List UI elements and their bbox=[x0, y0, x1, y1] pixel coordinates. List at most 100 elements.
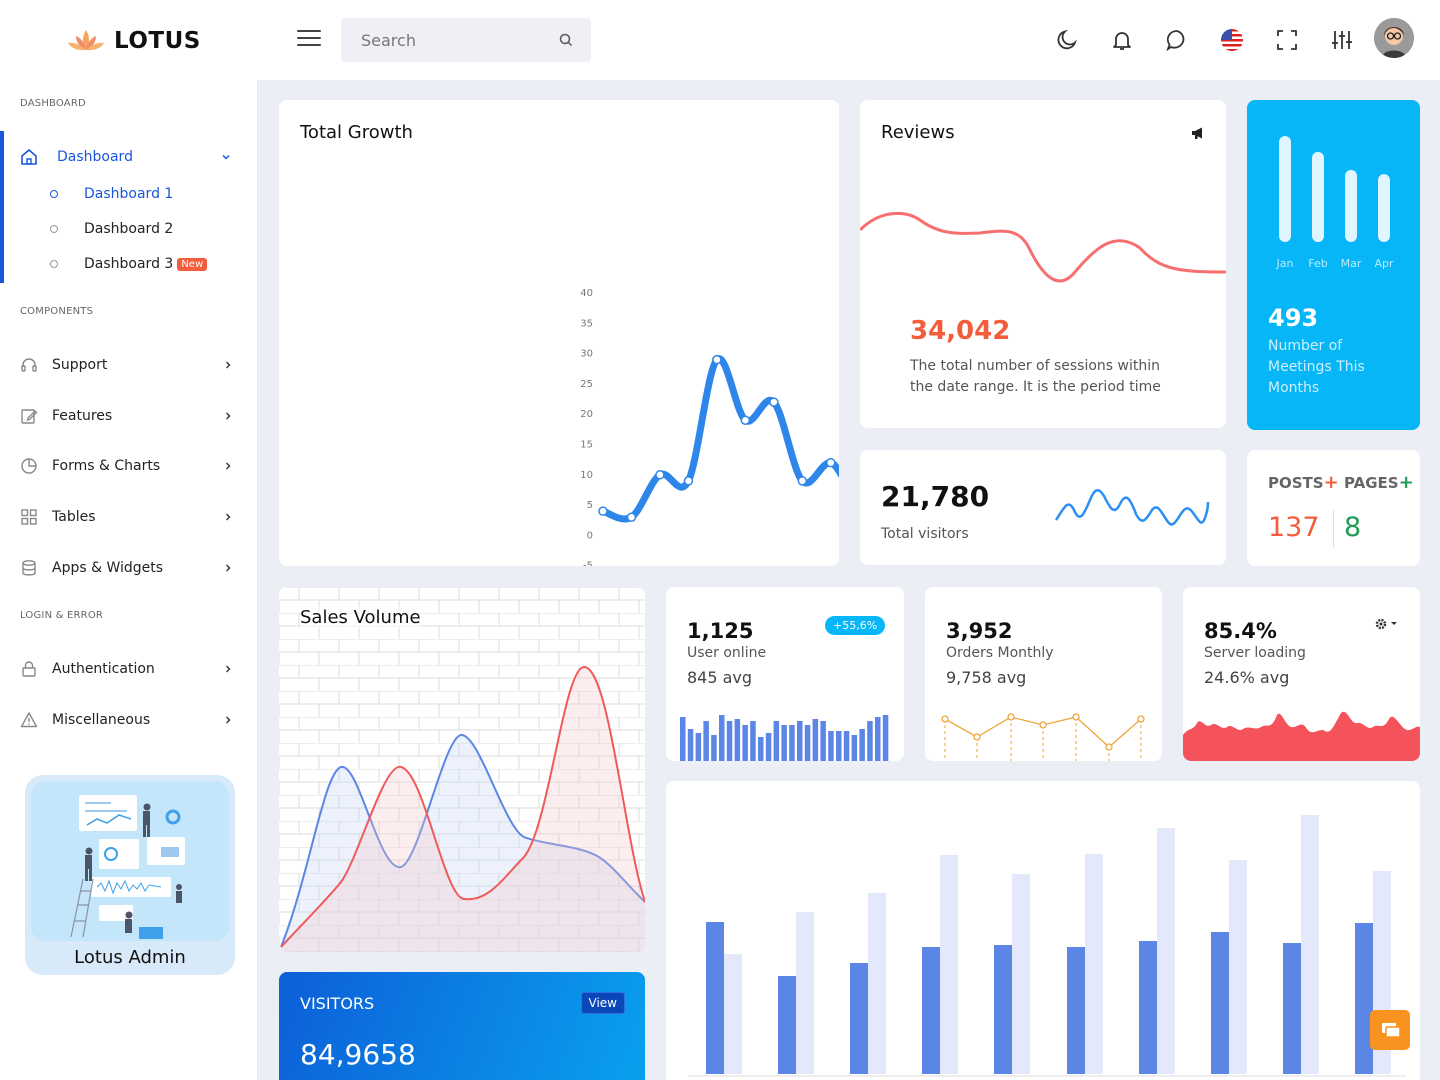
user-online-bar bbox=[820, 721, 826, 761]
growth-data-point bbox=[826, 457, 836, 468]
posts-pages-card: POSTS+ PAGES+ 137 8 bbox=[1247, 450, 1420, 566]
y-tick-label: 20 bbox=[580, 409, 593, 420]
reviews-trend-line bbox=[860, 211, 1226, 283]
user-online-bars bbox=[680, 715, 889, 761]
user-online-bar bbox=[882, 715, 889, 761]
user-online-bar bbox=[812, 719, 819, 761]
active-indicator bbox=[0, 131, 4, 283]
y-tick-label: 10 bbox=[580, 470, 593, 481]
meeting-bar-label: Apr bbox=[1374, 257, 1394, 270]
sidebar-item-tables[interactable]: Tables bbox=[0, 502, 258, 532]
sidebar-subitem-dashboard-3[interactable]: Dashboard 3 New bbox=[50, 253, 208, 275]
user-online-bar bbox=[804, 725, 811, 761]
logo-text: LOTUS bbox=[114, 28, 201, 54]
user-online-bar bbox=[703, 721, 709, 761]
total-visitors-label: Total visitors bbox=[881, 526, 969, 542]
meeting-bar bbox=[1378, 174, 1390, 242]
sidebar-item-forms-charts[interactable]: Forms & Charts bbox=[0, 451, 258, 481]
server-value: 85.4% bbox=[1204, 619, 1277, 643]
total-visitors-card: 21,780 Total visitors bbox=[860, 450, 1226, 565]
bullet-icon bbox=[50, 225, 58, 233]
user-online-bar bbox=[781, 725, 787, 761]
sidebar-item-label: Tables bbox=[52, 509, 96, 525]
chevron-right-icon bbox=[226, 513, 231, 521]
us-flag-icon[interactable] bbox=[1220, 28, 1244, 52]
moon-icon[interactable] bbox=[1055, 28, 1079, 52]
user-online-bar bbox=[836, 731, 842, 761]
bar-chart-card bbox=[666, 781, 1420, 1080]
search-input[interactable] bbox=[341, 18, 591, 62]
user-online-bar bbox=[680, 717, 686, 761]
bar-series-1 bbox=[1211, 932, 1229, 1074]
logo[interactable]: LOTUS bbox=[66, 28, 201, 54]
sidebar-item-label: Support bbox=[52, 357, 108, 373]
bullet-icon bbox=[50, 260, 58, 268]
user-online-bar bbox=[851, 735, 858, 761]
lock-icon bbox=[22, 661, 36, 677]
pages-value: 8 bbox=[1344, 512, 1362, 543]
bar-series-2 bbox=[868, 893, 886, 1074]
sidebar-item-support[interactable]: Support bbox=[0, 350, 258, 380]
orders-value: 3,952 bbox=[946, 619, 1013, 643]
user-online-bar bbox=[758, 737, 764, 761]
user-online-bar bbox=[867, 721, 873, 761]
meetings-card: Jan Feb Mar Apr 493 Number of Meetings This… bbox=[1247, 100, 1420, 430]
grid-icon bbox=[21, 509, 37, 525]
megaphone-icon[interactable] bbox=[1191, 126, 1205, 140]
user-online-bar bbox=[875, 717, 881, 761]
settings-sliders-icon[interactable] bbox=[1330, 28, 1354, 52]
section-label-dashboard: DASHBOARD bbox=[20, 98, 86, 109]
visitors-card: VISITORS View 84,9658 bbox=[279, 972, 645, 1080]
sidebar-item-apps-widgets[interactable]: Apps & Widgets bbox=[0, 553, 258, 583]
y-tick-label: 40 bbox=[580, 288, 593, 299]
divider bbox=[1333, 510, 1334, 548]
sidebar-item-label: Miscellaneous bbox=[52, 712, 151, 728]
server-area-chart bbox=[1183, 711, 1420, 761]
promo-illustration bbox=[31, 781, 229, 941]
meeting-bar-label: Mar bbox=[1341, 257, 1362, 270]
subitem-label: Dashboard 3 bbox=[84, 256, 174, 272]
bar-series-1 bbox=[1139, 941, 1157, 1074]
section-label-login-error: LOGIN & ERROR bbox=[20, 610, 104, 621]
sidebar-item-features[interactable]: Features bbox=[0, 401, 258, 431]
growth-data-point bbox=[797, 476, 808, 486]
chat-icon[interactable] bbox=[1165, 28, 1189, 52]
server-card: 85.4% Server loading 24.6% avg bbox=[1183, 587, 1420, 761]
user-online-bar bbox=[726, 721, 733, 761]
user-online-bar bbox=[789, 725, 795, 761]
y-tick-label: 30 bbox=[580, 349, 593, 360]
sales-volume-chart bbox=[279, 587, 645, 952]
sidebar-item-label: Apps & Widgets bbox=[52, 560, 164, 576]
growth-data-point bbox=[655, 470, 665, 480]
fullscreen-icon[interactable] bbox=[1275, 28, 1299, 52]
bar-series-2 bbox=[1012, 874, 1030, 1074]
chat-fab-button[interactable] bbox=[1370, 1010, 1410, 1050]
hamburger-menu-icon[interactable] bbox=[297, 30, 321, 50]
gear-dropdown-icon[interactable] bbox=[1374, 617, 1400, 631]
view-button[interactable]: View bbox=[580, 992, 625, 1014]
sidebar-item-authentication[interactable]: Authentication bbox=[0, 654, 258, 684]
promo-card[interactable]: Lotus Admin bbox=[25, 775, 235, 975]
chevron-right-icon bbox=[226, 665, 231, 673]
user-online-avg: 845 avg bbox=[687, 668, 753, 687]
sidebar-item-dashboard[interactable]: Dashboard bbox=[0, 142, 258, 172]
bell-icon[interactable] bbox=[1110, 28, 1134, 52]
user-online-value: 1,125 bbox=[687, 619, 754, 643]
bar-series-1 bbox=[994, 945, 1012, 1074]
sidebar-subitem-dashboard-2[interactable]: Dashboard 2 bbox=[50, 218, 173, 240]
sidebar-subitem-dashboard-1[interactable]: Dashboard 1 bbox=[50, 183, 173, 205]
visitors-title: VISITORS bbox=[300, 994, 375, 1013]
bar-series-2 bbox=[1085, 854, 1103, 1074]
sidebar-item-miscellaneous[interactable]: Miscellaneous bbox=[0, 705, 258, 735]
growth-data-point bbox=[769, 397, 779, 407]
user-avatar[interactable] bbox=[1374, 18, 1414, 58]
bar-series-2 bbox=[940, 855, 958, 1074]
user-online-bar bbox=[828, 731, 834, 761]
user-online-bar bbox=[797, 721, 803, 761]
search-icon[interactable] bbox=[559, 33, 573, 47]
visitors-value: 84,9658 bbox=[300, 1038, 416, 1071]
subitem-label: Dashboard 1 bbox=[84, 186, 174, 202]
chevron-right-icon bbox=[226, 462, 231, 470]
chevron-right-icon bbox=[226, 361, 231, 369]
card-title: Reviews bbox=[881, 122, 955, 143]
